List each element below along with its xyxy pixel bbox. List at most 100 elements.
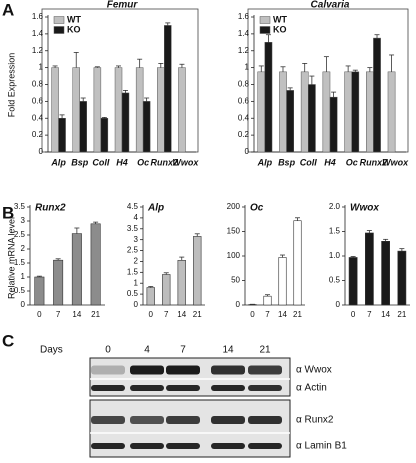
blot-band [130, 385, 164, 391]
x-tick-label: 7 [164, 310, 169, 319]
x-tick-label: 0 [37, 310, 42, 319]
blot-band [211, 416, 245, 424]
legend-swatch [259, 26, 271, 34]
x-tick-label: Runx2 [151, 157, 179, 167]
error-bar [101, 117, 107, 119]
chart-title: Wwox [350, 203, 379, 214]
bar [308, 84, 316, 153]
y-tick-label: 1.5 [127, 267, 139, 276]
legend-swatch [259, 16, 271, 24]
bar [387, 71, 396, 153]
x-tick-label: 21 [293, 310, 302, 319]
legend-label: KO [67, 24, 81, 34]
day-label: 7 [180, 345, 186, 356]
bar [72, 67, 80, 153]
day-label: 4 [144, 345, 150, 356]
blot-band [91, 416, 125, 424]
blot-band [91, 365, 125, 375]
error-bar [80, 97, 86, 102]
error-bar [122, 90, 128, 93]
x-tick-label: H4 [324, 157, 336, 167]
bar [264, 42, 273, 153]
legend-label: WT [273, 14, 287, 24]
error-bar [350, 256, 356, 258]
x-tick-label: 0 [351, 310, 356, 319]
blot-band [248, 365, 282, 375]
blot-band [166, 416, 200, 424]
bar [293, 220, 302, 306]
y-tick-label: 1 [134, 278, 139, 287]
y-tick-label: 0.5 [127, 289, 139, 298]
blot-band [248, 385, 282, 391]
error-bar [280, 254, 285, 258]
error-bar [258, 65, 264, 72]
error-bar [295, 217, 300, 221]
x-tick-label: Runx2 [360, 157, 388, 167]
bar [397, 250, 407, 306]
y-tick-label: 1.6 [238, 12, 250, 21]
x-tick-label: 14 [278, 310, 287, 319]
error-bar [280, 66, 286, 72]
bar [373, 37, 381, 153]
x-tick-label: H4 [116, 157, 128, 167]
x-tick-label: 7 [367, 310, 372, 319]
x-tick-label: 7 [265, 310, 270, 319]
bar [300, 71, 309, 153]
x-tick-label: Wwox [382, 157, 409, 167]
error-bar [73, 52, 79, 68]
y-tick-label: 0.4 [32, 113, 44, 122]
x-tick-label: Bsp [71, 157, 89, 167]
error-bar [55, 258, 61, 261]
y-tick-label: 100 [227, 251, 241, 260]
x-tick-label: ColI [300, 157, 317, 167]
bar [365, 232, 374, 306]
y-tick-label: 2 [21, 244, 26, 253]
error-bar [165, 22, 171, 26]
day-label: 0 [105, 345, 111, 356]
y-tick-label: 0.8 [32, 80, 44, 89]
blot-band [166, 443, 200, 449]
y-tick-label: 0.5 [14, 286, 26, 295]
panel-label: C [2, 331, 14, 350]
y-tick-label: 0 [236, 300, 241, 309]
blot-band [166, 385, 200, 391]
x-tick-label: Alp [257, 157, 273, 167]
y-tick-label: 3 [134, 235, 139, 244]
x-tick-label: Wwox [172, 157, 199, 167]
blot-band [130, 443, 164, 449]
bar [100, 118, 109, 153]
antibody-label: α Lamin B1 [296, 441, 347, 452]
error-bar [94, 66, 100, 68]
blot-band [166, 365, 200, 375]
y-tick-label: 2.0 [329, 202, 341, 211]
bar [366, 71, 374, 153]
x-tick-label: Oc [346, 157, 358, 167]
legend-swatch [53, 26, 65, 34]
y-axis-label: Fold Expression [6, 53, 16, 118]
y-tick-label: 1.4 [32, 29, 44, 38]
x-tick-label: 21 [91, 310, 100, 319]
error-bar [179, 256, 185, 261]
error-bar [52, 65, 58, 68]
error-bar [287, 87, 293, 91]
x-tick-label: Alp [50, 157, 66, 167]
chart-title: Runx2 [35, 203, 66, 214]
y-tick-label: 2 [134, 257, 139, 266]
blot-band [130, 365, 164, 375]
antibody-label: α Wwox [296, 365, 332, 376]
x-tick-label: 14 [381, 310, 390, 319]
bar [146, 287, 155, 306]
y-tick-label: 4.5 [127, 202, 139, 211]
blot-band [248, 443, 282, 449]
x-tick-label: 14 [72, 310, 81, 319]
y-tick-label: 0 [336, 300, 341, 309]
error-bar [163, 272, 169, 275]
x-tick-label: 14 [177, 310, 186, 319]
y-tick-label: 3.5 [127, 224, 139, 233]
error-bar [179, 63, 185, 68]
error-bar [144, 97, 150, 102]
y-tick-label: 0.6 [238, 96, 250, 105]
y-tick-label: 0.4 [238, 113, 250, 122]
y-tick-label: 4 [134, 213, 139, 222]
bar [58, 118, 66, 153]
